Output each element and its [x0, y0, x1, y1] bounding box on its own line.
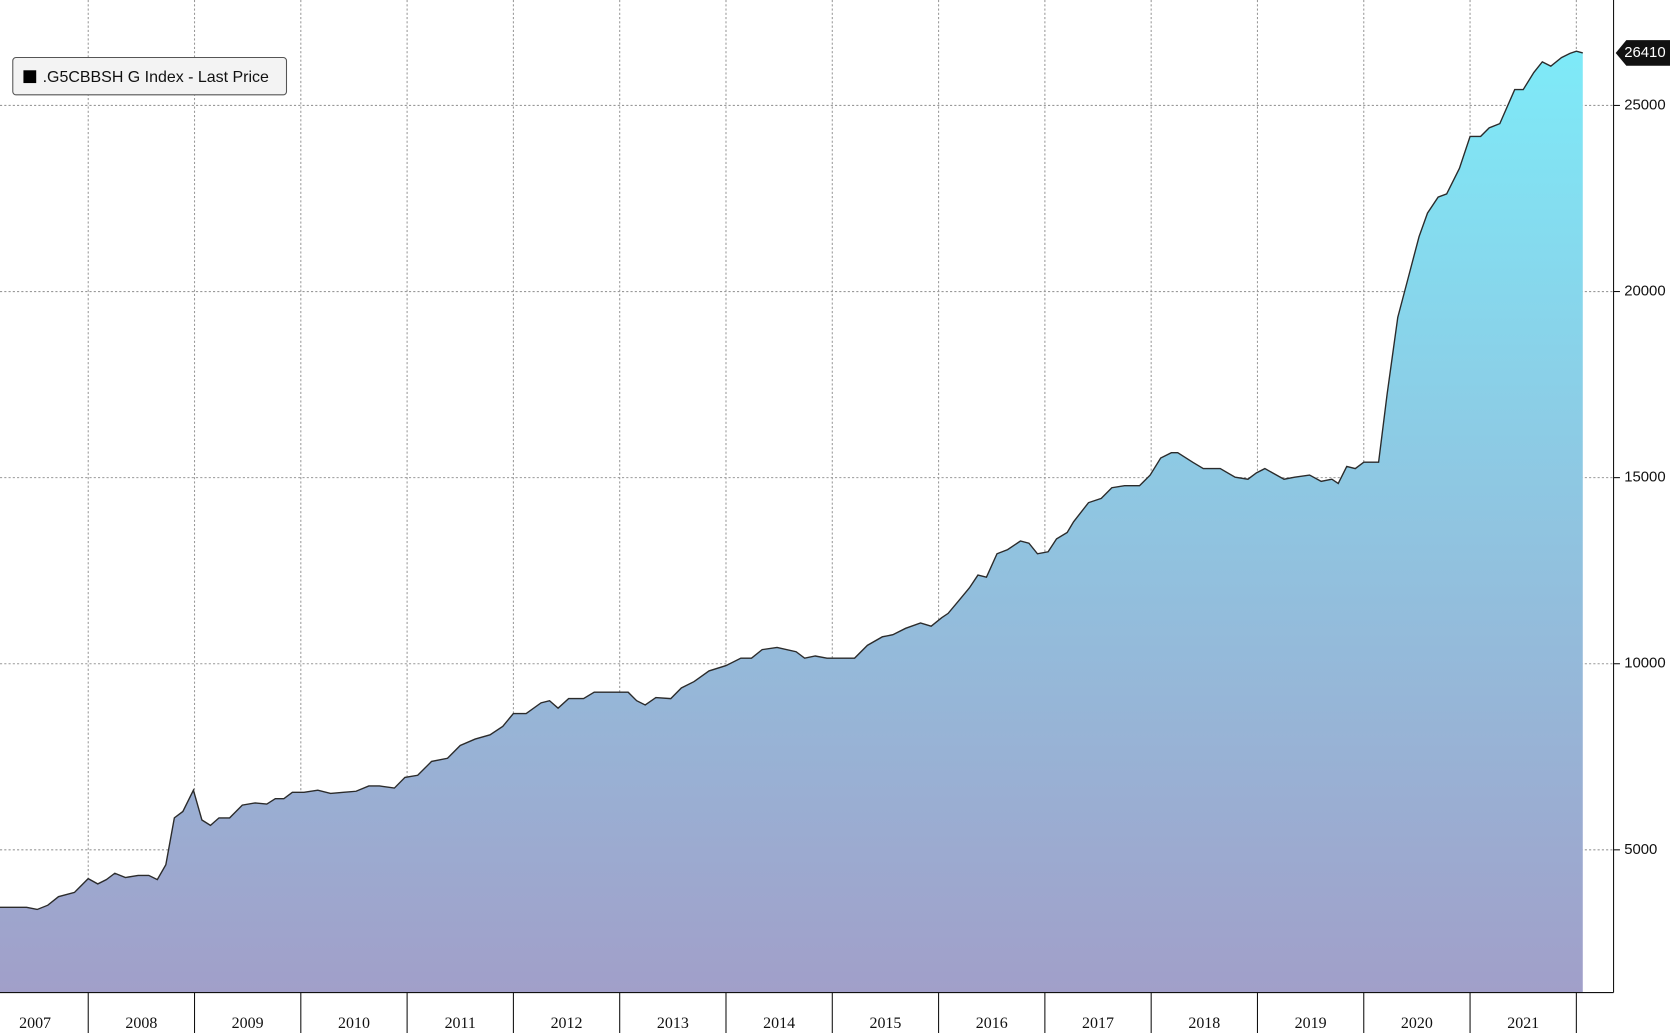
x-tick-label: 2008 — [125, 1015, 157, 1032]
x-tick-label: 2016 — [976, 1015, 1008, 1032]
x-tick-label: 2012 — [551, 1015, 583, 1032]
x-tick-label: 2021 — [1507, 1015, 1539, 1032]
x-tick-label: 2013 — [657, 1015, 689, 1032]
y-tick-label: 20000 — [1624, 283, 1665, 299]
y-tick-label: 25000 — [1624, 97, 1665, 113]
x-tick-label: 2015 — [869, 1015, 901, 1032]
y-tick-label: 15000 — [1624, 470, 1665, 486]
x-tick-label: 2009 — [232, 1015, 264, 1032]
x-tick-label: 2018 — [1188, 1015, 1220, 1032]
legend-label: .G5CBBSH G Index - Last Price — [43, 69, 269, 86]
x-tick-label: 2014 — [763, 1015, 795, 1032]
area-line — [0, 50, 1583, 911]
area-fill — [0, 51, 1583, 993]
y-tick-label: 10000 — [1624, 656, 1665, 672]
legend-swatch — [23, 70, 37, 84]
x-tick-label: 2019 — [1295, 1015, 1327, 1032]
x-tick-label: 2010 — [338, 1015, 370, 1032]
x-tick-label: 2020 — [1401, 1015, 1433, 1032]
x-tick-label: 2017 — [1082, 1015, 1114, 1032]
last-price-label: 26410 — [1624, 45, 1665, 61]
x-tick-label: 2007 — [19, 1015, 51, 1032]
y-tick-label: 5000 — [1624, 842, 1657, 858]
legend-box — [12, 56, 288, 96]
legend: .G5CBBSH G Index - Last Price — [12, 56, 288, 96]
plot — [0, 50, 1583, 993]
x-tick-label: 2011 — [445, 1015, 476, 1032]
last-price-tag — [1615, 40, 1670, 66]
